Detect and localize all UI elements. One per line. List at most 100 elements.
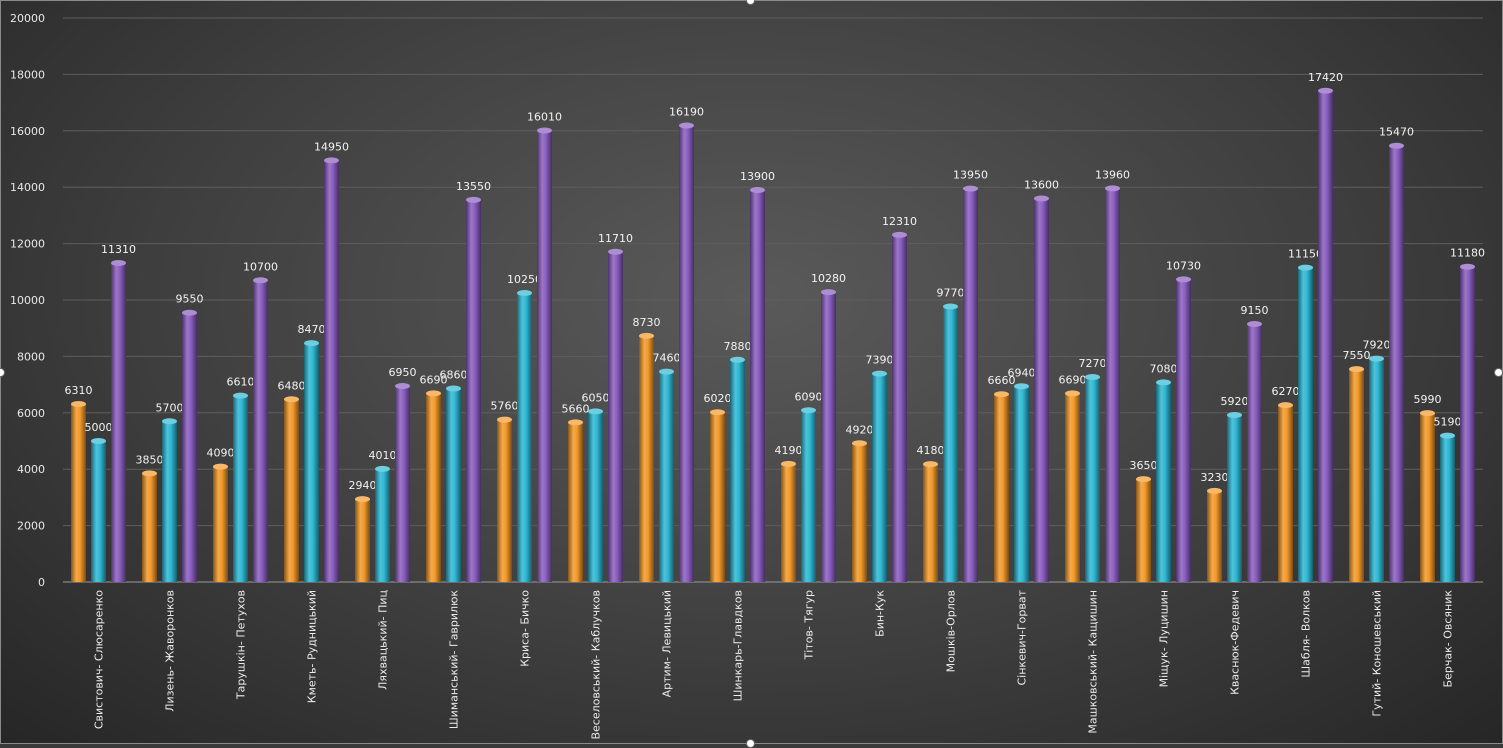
bar-top: [142, 470, 157, 477]
data-label: 13960: [1095, 168, 1130, 181]
bar: [446, 388, 461, 582]
bar-top: [852, 440, 867, 447]
x-tick-label: Кметь- Рудницький: [306, 590, 319, 703]
data-label: 7920: [1363, 339, 1391, 352]
data-label: 11310: [101, 243, 136, 256]
bar-top: [1389, 142, 1404, 149]
x-tick-label: Тарушкін- Петухов: [235, 590, 248, 700]
data-label: 5700: [156, 401, 184, 414]
bar: [608, 251, 623, 582]
data-label: 6020: [704, 392, 732, 405]
data-label: 12310: [882, 215, 917, 228]
bar: [253, 280, 268, 582]
data-label: 3650: [1130, 459, 1158, 472]
data-label: 6950: [389, 366, 417, 379]
data-label: 7390: [866, 354, 894, 367]
bar-top: [1247, 320, 1262, 327]
bar: [284, 399, 299, 582]
bar-top: [588, 408, 603, 415]
bar: [233, 395, 248, 582]
y-tick-label: 4000: [17, 463, 45, 476]
data-label: 5920: [1221, 395, 1249, 408]
bar-top: [568, 419, 583, 426]
bar: [710, 412, 725, 582]
y-tick-label: 0: [38, 576, 45, 589]
resize-handle-top[interactable]: [746, 0, 755, 5]
data-label: 16190: [669, 105, 704, 118]
bar: [1298, 267, 1313, 582]
bar: [1207, 490, 1222, 582]
x-tick-label: Сінкевич-Горват: [1016, 589, 1029, 685]
bar-top: [395, 383, 410, 390]
data-label: 6480: [278, 379, 306, 392]
bar: [1389, 145, 1404, 582]
bar: [750, 190, 765, 582]
bar-top: [213, 463, 228, 470]
x-tick-label: Шинкарь-Главдков: [732, 590, 745, 701]
data-label: 6310: [65, 384, 93, 397]
data-label: 13600: [1024, 178, 1059, 191]
data-label: 4190: [775, 444, 803, 457]
bar-top: [1369, 355, 1384, 362]
bar-top: [182, 309, 197, 316]
bar-top: [1207, 487, 1222, 494]
x-tick-label: Артим- Левицький: [661, 590, 674, 697]
bar: [1014, 386, 1029, 582]
data-label: 5990: [1414, 393, 1442, 406]
y-tick-label: 8000: [17, 350, 45, 363]
data-label: 6090: [795, 390, 823, 403]
bar: [1460, 266, 1475, 582]
bar: [426, 393, 441, 582]
bar: [162, 421, 177, 582]
bar: [872, 373, 887, 582]
bar-top: [1105, 185, 1120, 192]
bar: [91, 441, 106, 582]
data-label: 8730: [633, 316, 661, 329]
bar: [1227, 415, 1242, 582]
bar-top: [1298, 264, 1313, 271]
resize-handle-left[interactable]: [0, 368, 5, 377]
bar: [355, 499, 370, 582]
bar-top: [375, 465, 390, 472]
bar: [852, 443, 867, 582]
data-label: 5760: [491, 400, 519, 413]
bar-top: [1227, 412, 1242, 419]
data-label: 4010: [369, 449, 397, 462]
bar-top: [730, 356, 745, 363]
y-tick-label: 6000: [17, 407, 45, 420]
bar-top: [71, 401, 86, 408]
bar-top: [872, 370, 887, 377]
bar-top: [253, 277, 268, 284]
bar: [517, 292, 532, 582]
bar-top: [821, 289, 836, 296]
x-tick-label: Шабля- Волков: [1300, 590, 1313, 678]
bar-top: [497, 416, 512, 423]
resize-handle-right[interactable]: [1494, 368, 1503, 377]
data-label: 13900: [740, 170, 775, 183]
data-label: 9550: [176, 293, 204, 306]
bar-top: [639, 332, 654, 339]
data-label: 4090: [207, 447, 235, 460]
bar: [588, 411, 603, 582]
data-label: 3230: [1201, 471, 1229, 484]
data-label: 5000: [85, 421, 113, 434]
bar-top: [1156, 379, 1171, 386]
bar-top: [324, 157, 339, 164]
bar: [71, 404, 86, 582]
data-label: 6660: [988, 374, 1016, 387]
data-label: 3850: [136, 453, 164, 466]
bar-top: [1460, 263, 1475, 270]
x-tick-label: Гутий- Коношевський: [1371, 590, 1384, 717]
bar: [659, 371, 674, 582]
bar: [892, 234, 907, 582]
bar-top: [537, 127, 552, 134]
x-tick-label: Бин-Кук: [874, 590, 887, 637]
bar-top: [1176, 276, 1191, 283]
bar-top: [679, 122, 694, 129]
data-label: 14950: [314, 140, 349, 153]
bar-top: [994, 391, 1009, 398]
x-tick-label: Свистович- Слюсаренко: [93, 590, 106, 729]
bar: [1176, 279, 1191, 582]
bar: [963, 188, 978, 583]
